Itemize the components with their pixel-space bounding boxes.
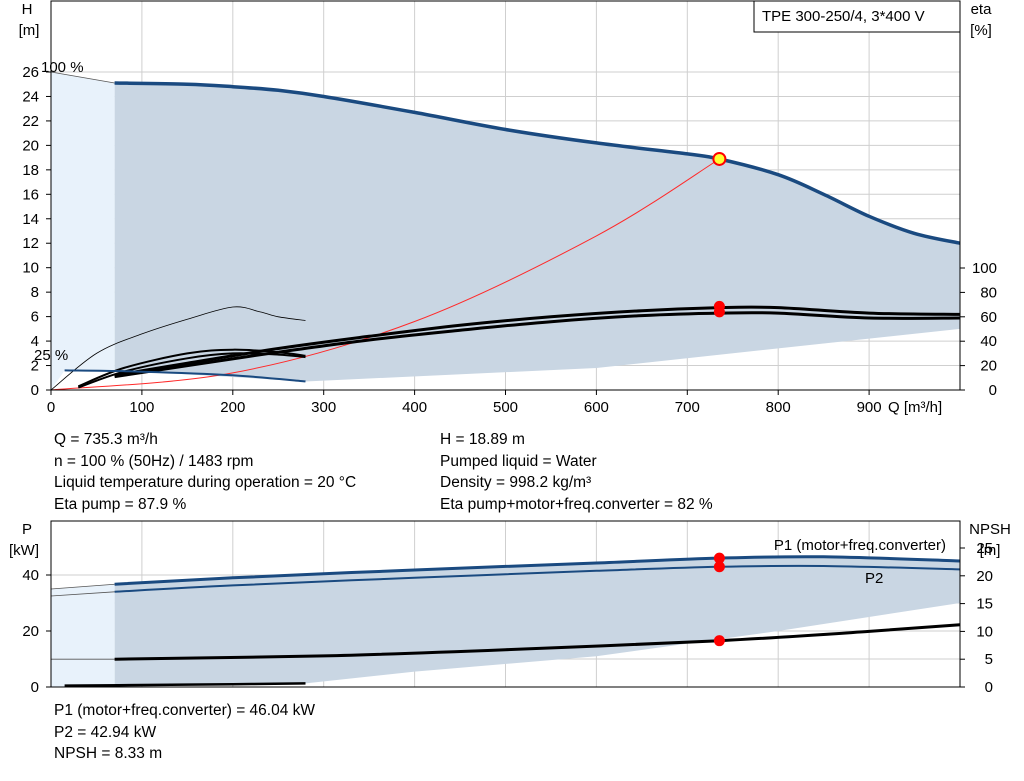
info-temperature: Liquid temperature during operation = 20… bbox=[54, 474, 357, 491]
y-tick-label-left: 20 bbox=[22, 137, 39, 154]
series-label-p1: P1 (motor+freq.converter) bbox=[774, 537, 946, 554]
efficiency-curve-total bbox=[114, 311, 961, 379]
low-flow-range-fill bbox=[51, 72, 115, 390]
power-npsh-plot: P1 (motor+freq.converter) P2 0 20 40 P [kW] 0 5 1… bbox=[9, 520, 1011, 696]
efficiency-curve-25-total bbox=[77, 352, 306, 389]
y-tick-label-left: 8 bbox=[31, 284, 39, 301]
duty-point bbox=[713, 561, 725, 573]
info-head: H = 18.89 m bbox=[440, 431, 525, 448]
head-curve-100 bbox=[114, 81, 961, 245]
y-tick-label-right: 100 bbox=[972, 260, 997, 277]
y-axis-label-right: eta bbox=[971, 1, 993, 18]
p2-curve bbox=[114, 564, 961, 593]
y-tick-label-left: 12 bbox=[22, 235, 39, 252]
y-tick-label-left: 22 bbox=[22, 113, 39, 130]
operating-range-fill bbox=[114, 556, 961, 686]
duty-point-efficiency bbox=[713, 306, 725, 318]
p2-extension-line bbox=[50, 591, 115, 597]
y-tick-label-left: 10 bbox=[22, 260, 39, 277]
y-axis-unit-left: [m] bbox=[19, 22, 40, 39]
y-tick-label-left: 2 bbox=[31, 358, 39, 375]
y-tick-label-right: 20 bbox=[976, 568, 993, 585]
y-tick-label-right: 15 bbox=[976, 596, 993, 613]
x-tick-label: 200 bbox=[220, 399, 245, 416]
x-tick-label: 300 bbox=[311, 399, 336, 416]
y-tick-label-left: 0 bbox=[31, 679, 39, 696]
y-axis-label-left: P bbox=[22, 521, 32, 538]
y-tick-label-right: 40 bbox=[980, 333, 997, 350]
info-speed: n = 100 % (50Hz) / 1483 rpm bbox=[54, 452, 254, 470]
head-efficiency-plot: 100 %25 %TPE 300-250/4, 3*400 V0 100 200 30… bbox=[19, 0, 997, 416]
y-tick-label-left: 6 bbox=[31, 309, 39, 326]
x-tick-label: 400 bbox=[402, 399, 427, 416]
y-tick-label-right: 5 bbox=[985, 651, 993, 668]
head-curve-25 bbox=[64, 369, 306, 383]
x-tick-label: 900 bbox=[857, 399, 882, 416]
y-axis-unit-right: [%] bbox=[970, 22, 992, 39]
info-p2: P2 = 42.94 kW bbox=[54, 723, 157, 741]
y-tick-label-left: 40 bbox=[22, 567, 39, 584]
y-tick-label-right: 10 bbox=[976, 623, 993, 640]
x-tick-label: 800 bbox=[766, 399, 791, 416]
y-tick-label-left: 0 bbox=[31, 382, 39, 399]
npsh-curve bbox=[114, 623, 961, 661]
y-tick-label-left: 26 bbox=[22, 64, 39, 81]
y-axis-unit-left: [kW] bbox=[9, 542, 39, 559]
duty-point bbox=[713, 635, 725, 647]
info-eta-pump: Eta pump = 87.9 % bbox=[54, 495, 187, 513]
title-box bbox=[753, 0, 961, 33]
system-curve bbox=[50, 158, 720, 391]
y-axis-unit-right: [m] bbox=[980, 542, 1001, 559]
y-tick-label-right: 80 bbox=[980, 284, 997, 301]
p1-extension-line bbox=[50, 583, 115, 590]
x-tick-label: 700 bbox=[675, 399, 700, 416]
x-tick-label: 100 bbox=[129, 399, 154, 416]
info-liquid: Pumped liquid = Water bbox=[440, 452, 597, 470]
y-tick-label-right: 25 bbox=[976, 540, 993, 557]
y-tick-label-left: 14 bbox=[22, 211, 39, 228]
x-tick-label: 0 bbox=[47, 399, 55, 416]
p1-curve bbox=[114, 555, 961, 586]
efficiency-curve-thin bbox=[50, 306, 306, 391]
duty-info-right: H = 18.89 m Pumped liquid = Water Densit… bbox=[440, 429, 713, 515]
info-npsh: NPSH = 8.33 m bbox=[54, 745, 163, 762]
info-flow: Q = 735.3 m³/h bbox=[54, 431, 158, 448]
duty-point-head bbox=[712, 151, 727, 166]
y-tick-label-right: 60 bbox=[980, 309, 997, 326]
head-extension-line bbox=[50, 71, 115, 84]
x-tick-label: 600 bbox=[584, 399, 609, 416]
info-p1: P1 (motor+freq.converter) = 46.04 kW bbox=[54, 702, 316, 719]
y-tick-label-right: 0 bbox=[985, 679, 993, 696]
y-tick-label-right: 20 bbox=[980, 358, 997, 375]
y-tick-label-left: 24 bbox=[22, 88, 39, 105]
y-tick-label-left: 16 bbox=[22, 186, 39, 203]
info-density: Density = 998.2 kg/m³ bbox=[440, 474, 592, 491]
x-axis-label: Q [m³/h] bbox=[888, 399, 942, 416]
low-flow-range-fill bbox=[51, 584, 115, 687]
efficiency-curve-pump bbox=[114, 305, 961, 377]
y-tick-label-right: 0 bbox=[989, 382, 997, 399]
chart-title: TPE 300-250/4, 3*400 V bbox=[762, 8, 925, 25]
y-tick-label-left: 4 bbox=[31, 333, 39, 350]
series-label-p2: P2 bbox=[865, 570, 883, 587]
y-axis-label-left: H bbox=[22, 1, 33, 18]
speed-label-100: 100 % bbox=[41, 59, 84, 76]
info-eta-total: Eta pump+motor+freq.converter = 82 % bbox=[440, 495, 713, 513]
duty-point bbox=[713, 552, 725, 564]
y-axis-label-right: NPSH bbox=[969, 521, 1011, 538]
power-info: P1 (motor+freq.converter) = 46.04 kW P2 … bbox=[54, 700, 315, 765]
x-tick-label: 500 bbox=[493, 399, 518, 416]
p1-curve-25 bbox=[64, 682, 306, 687]
y-tick-label-left: 20 bbox=[22, 623, 39, 640]
y-tick-label-left: 18 bbox=[22, 162, 39, 179]
duty-info-left: Q = 735.3 m³/h n = 100 % (50Hz) / 1483 r… bbox=[54, 429, 356, 515]
